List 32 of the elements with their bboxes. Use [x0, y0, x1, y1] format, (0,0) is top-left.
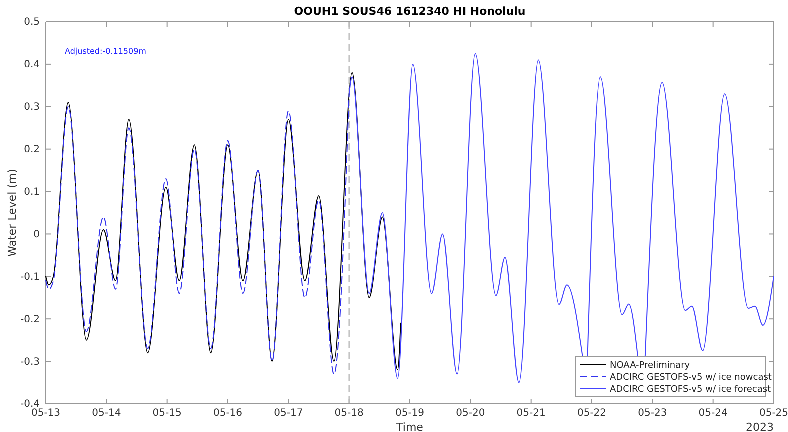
x-tick-label: 05-16 [213, 408, 243, 420]
y-tick-label: 0.2 [24, 144, 40, 156]
x-tick-label: 05-14 [92, 408, 122, 420]
legend-label: ADCIRC GESTOFS-v5 w/ ice nowcast [610, 373, 772, 383]
y-tick-label: 0.3 [24, 102, 40, 114]
x-tick-label: 05-18 [334, 408, 364, 420]
x-tick-label: 05-23 [638, 408, 668, 420]
x-tick-label: 05-20 [456, 408, 486, 420]
y-tick-label: 0 [34, 229, 40, 240]
y-tick-label: -0.3 [20, 356, 40, 368]
line-series [46, 94, 350, 375]
x-tick-label: 05-24 [698, 408, 728, 420]
line-series [46, 72, 402, 371]
x-tick-label: 05-19 [395, 408, 425, 420]
y-tick-label: -0.1 [20, 272, 40, 283]
chart-title: OOUH1 SOUS46 1612340 HI Honolulu [294, 5, 526, 18]
x-tick-label: 05-13 [31, 408, 61, 420]
x-tick-label: 05-22 [577, 408, 607, 420]
y-tick-label: 0.5 [24, 17, 40, 28]
y-tick-label: -0.2 [20, 314, 40, 326]
x-axis-title: Time [396, 421, 424, 432]
legend-label: ADCIRC GESTOFS-v5 w/ ice forecast [610, 385, 772, 395]
y-tick-label: 0.4 [24, 60, 40, 71]
x-tick-label: 05-25 [759, 408, 788, 420]
x-tick-label: 05-21 [516, 408, 546, 420]
y-axis-title: Water Level (m) [6, 169, 19, 257]
x-tick-label: 05-15 [152, 408, 182, 420]
y-tick-label: 0.1 [24, 186, 40, 198]
legend-label: NOAA-Preliminary [610, 361, 691, 371]
text: 2023 [746, 421, 774, 432]
annotation: Adjusted:-0.11509m [65, 47, 147, 56]
x-tick-label: 05-17 [274, 408, 304, 420]
